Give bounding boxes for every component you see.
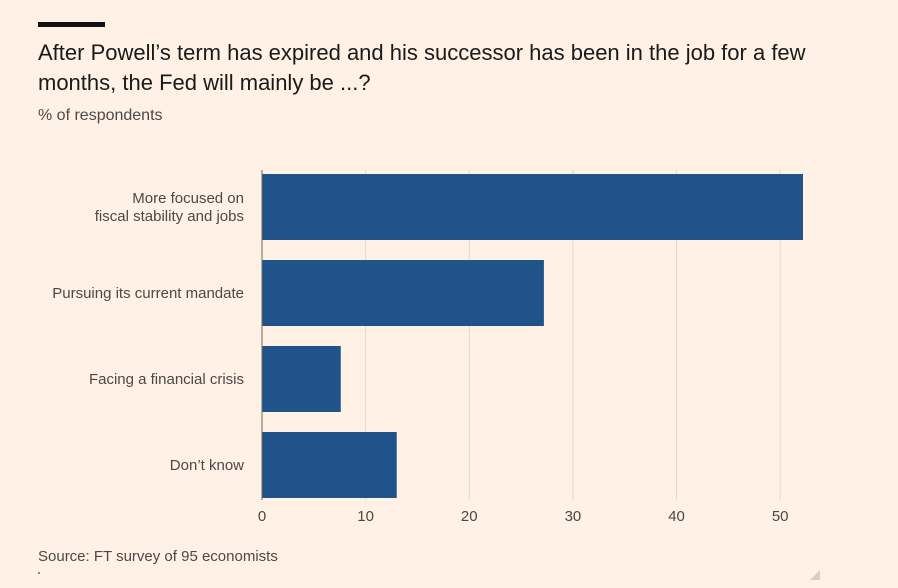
x-tick-label-0: 0: [258, 508, 266, 525]
x-tick-label-10: 10: [357, 508, 374, 525]
bar-1: [262, 260, 544, 326]
category-label-1-line-0: Pursuing its current mandate: [52, 285, 244, 302]
footer-dot: [38, 572, 40, 574]
category-label-0-line-0: More focused on: [132, 190, 244, 207]
header-rule: [38, 22, 105, 27]
bar-2: [262, 346, 341, 412]
category-label-2: Facing a financial crisis: [89, 371, 244, 388]
chart-title: After Powell’s term has expired and his …: [38, 40, 806, 95]
x-tick-label-50: 50: [772, 508, 789, 525]
category-label-0-line-1: fiscal stability and jobs: [95, 208, 244, 225]
x-tick-label-20: 20: [461, 508, 478, 525]
bar-3: [262, 432, 397, 498]
bar-0: [262, 174, 803, 240]
category-label-2-line-0: Facing a financial crisis: [89, 371, 244, 388]
category-label-0: More focused on fiscal stability and jobs: [95, 190, 244, 225]
corner-resize-icon: [810, 570, 820, 580]
chart-subtitle: % of respondents: [38, 107, 163, 124]
category-label-1: Pursuing its current mandate: [52, 285, 244, 302]
category-label-3-line-0: Don’t know: [170, 457, 244, 474]
source-note: Source: FT survey of 95 economists: [38, 548, 278, 565]
category-label-3: Don’t know: [170, 457, 244, 474]
x-tick-label-40: 40: [668, 508, 685, 525]
x-tick-label-30: 30: [565, 508, 582, 525]
bar-chart: More focused on fiscal stability and jobs…: [52, 170, 803, 525]
